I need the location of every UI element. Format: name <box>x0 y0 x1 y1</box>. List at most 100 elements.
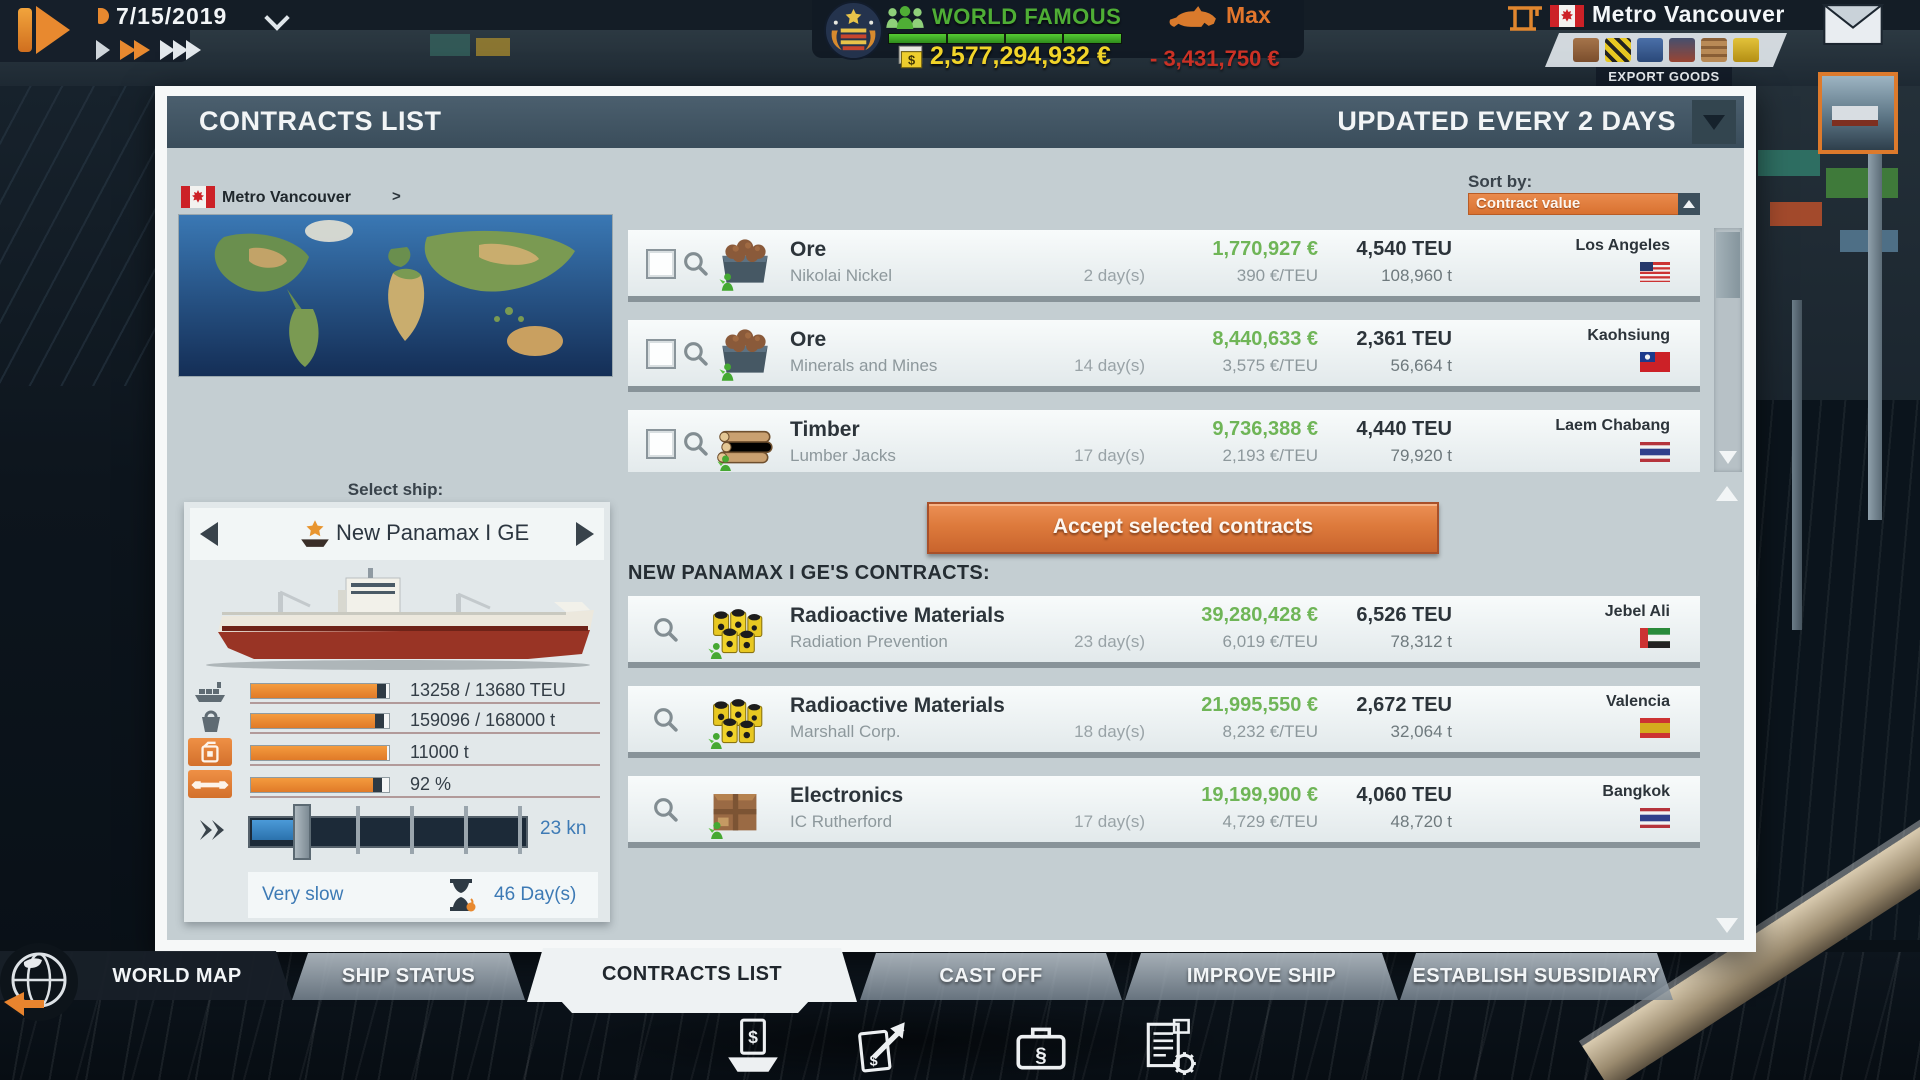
speed-slider-handle[interactable] <box>293 804 311 860</box>
sort-dropdown[interactable]: Contract value <box>1468 193 1700 215</box>
reputation-people-icon <box>884 5 926 30</box>
contract-days: 17 day(s) <box>1074 812 1145 831</box>
taiwan-flag-icon <box>1640 352 1670 372</box>
condition-bar <box>250 777 390 793</box>
mail-icon[interactable] <box>1822 3 1884 46</box>
contract-value: 39,280,428 € <box>1201 604 1318 626</box>
loans-icon[interactable] <box>1010 1018 1072 1076</box>
contract-weight: 79,920 t <box>1390 446 1452 465</box>
previous-ship-button[interactable] <box>200 522 218 546</box>
capacity-value: 13258 / 13680 TEU <box>410 680 566 700</box>
fastest-forward-button[interactable] <box>160 40 175 60</box>
play-button[interactable] <box>96 40 110 60</box>
contract-destination: Bangkok <box>1602 783 1670 800</box>
contract-row[interactable]: Ore Minerals and Mines 14 day(s) 8,440,6… <box>628 320 1700 386</box>
thailand-flag-icon <box>1640 808 1670 828</box>
magnifier-icon[interactable] <box>652 796 679 823</box>
goods-icon-ore <box>712 323 778 381</box>
rank-badge-icon[interactable] <box>824 1 883 60</box>
uae-flag-icon <box>1640 628 1670 648</box>
contract-value: 21,995,550 € <box>1201 694 1318 716</box>
contract-destination: Valencia <box>1605 693 1670 710</box>
export-goods-strip[interactable] <box>1545 33 1787 67</box>
magnifier-icon[interactable] <box>682 430 709 457</box>
crane-column <box>1792 300 1802 630</box>
tab-cast-off[interactable]: CAST OFF <box>860 953 1122 1000</box>
weight-icon <box>192 708 230 734</box>
contract-weight: 78,312 t <box>1390 632 1452 651</box>
world-map-preview[interactable] <box>179 215 612 376</box>
contract-weight: 48,720 t <box>1390 812 1452 831</box>
contract-good: Ore <box>790 328 827 351</box>
magnifier-icon[interactable] <box>652 706 679 733</box>
contract-row[interactable]: Ore Nikolai Nickel 2 day(s) 1,770,927 € … <box>628 230 1700 296</box>
dialog-title: CONTRACTS LIST <box>199 106 442 136</box>
speed-mode-label: Very slow <box>262 884 344 905</box>
crane-column <box>1868 140 1882 520</box>
advisor-name[interactable]: Max <box>1226 2 1271 28</box>
weight-bar <box>250 713 390 729</box>
divider <box>250 796 600 798</box>
finance-report-icon[interactable] <box>851 1018 913 1076</box>
contract-checkbox[interactable] <box>646 429 676 459</box>
next-ship-button[interactable] <box>576 522 594 546</box>
contract-client: Radiation Prevention <box>790 632 948 651</box>
collapse-dialog-button[interactable] <box>1692 100 1736 144</box>
magnifier-icon[interactable] <box>682 250 709 277</box>
available-contracts-list: Ore Nikolai Nickel 2 day(s) 1,770,927 € … <box>628 228 1706 472</box>
contract-row[interactable]: Timber Lumber Jacks 17 day(s) 9,736,388 … <box>628 410 1700 472</box>
contract-rate: 4,729 €/TEU <box>1222 812 1318 831</box>
dialog-city-label[interactable]: Metro Vancouver <box>222 189 351 206</box>
current-city-label[interactable]: Metro Vancouver <box>1592 1 1785 27</box>
tab-improve-ship[interactable]: IMPROVE SHIP <box>1125 953 1398 1000</box>
ship-camera-thumbnail[interactable] <box>1818 72 1898 154</box>
tab-establish-subsidiary[interactable]: ESTABLISH SUBSIDIARY <box>1400 953 1673 1000</box>
contracts-scrollbar[interactable] <box>1714 228 1742 472</box>
ship-panel <box>184 502 610 922</box>
contract-teu: 4,440 TEU <box>1356 418 1452 440</box>
contract-days: 17 day(s) <box>1074 446 1145 465</box>
advisor-fox-icon[interactable] <box>1168 4 1218 29</box>
stat-row-condition: 92 % <box>188 770 608 798</box>
reputation-progress <box>888 33 1122 44</box>
contract-value: 9,736,388 € <box>1212 418 1318 440</box>
tab-ship-status[interactable]: SHIP STATUS <box>292 953 525 1000</box>
scrollbar-thumb[interactable] <box>1716 232 1740 298</box>
fast-forward-button[interactable] <box>134 40 150 60</box>
tab-world-map[interactable]: WORLD MAP <box>112 965 242 987</box>
contract-client: Marshall Corp. <box>790 722 901 741</box>
magnifier-icon[interactable] <box>682 340 709 367</box>
fuel-bar <box>250 745 390 761</box>
city-caret[interactable]: > <box>392 188 401 205</box>
fastest-forward-button <box>173 40 188 60</box>
contract-checkbox[interactable] <box>646 339 676 369</box>
fast-forward-button[interactable] <box>120 40 136 60</box>
game-date[interactable]: 7/15/2019 <box>116 3 228 29</box>
contract-rate: 390 €/TEU <box>1236 266 1318 285</box>
contract-destination: Los Angeles <box>1575 237 1670 254</box>
scroll-up-icon[interactable] <box>1716 486 1738 501</box>
contract-row[interactable]: Radioactive Materials Marshall Corp. 18 … <box>628 686 1700 752</box>
contract-row[interactable]: Radioactive Materials Radiation Preventi… <box>628 596 1700 662</box>
tab-contracts-list[interactable]: CONTRACTS LIST <box>527 948 857 1002</box>
globe-icon[interactable] <box>0 942 80 1024</box>
contract-row[interactable]: Electronics IC Rutherford 17 day(s) 19,1… <box>628 776 1700 842</box>
scroll-down-icon[interactable] <box>1719 451 1737 464</box>
accept-contracts-button[interactable]: Accept selected contracts <box>927 502 1439 554</box>
fuel-value: 11000 t <box>410 742 469 762</box>
contract-checkbox[interactable] <box>646 249 676 279</box>
magnifier-icon[interactable] <box>652 616 679 643</box>
speed-slider-track[interactable] <box>248 806 528 854</box>
container-stack <box>1826 168 1898 198</box>
sort-direction-button[interactable] <box>1678 193 1700 215</box>
ship-illustration <box>198 566 598 672</box>
scroll-down-icon[interactable] <box>1716 918 1738 933</box>
contracts-settings-icon[interactable] <box>1139 1018 1201 1076</box>
condition-value: 92 % <box>410 774 452 794</box>
dialog-header: CONTRACTS LIST UPDATED EVERY 2 DAYS <box>167 96 1744 148</box>
sort-by-label: Sort by: <box>1468 172 1533 191</box>
speed-chevrons-icon <box>198 818 228 842</box>
goods-icon-radioactive <box>700 599 770 659</box>
harbor-fees-icon[interactable] <box>722 1018 784 1076</box>
